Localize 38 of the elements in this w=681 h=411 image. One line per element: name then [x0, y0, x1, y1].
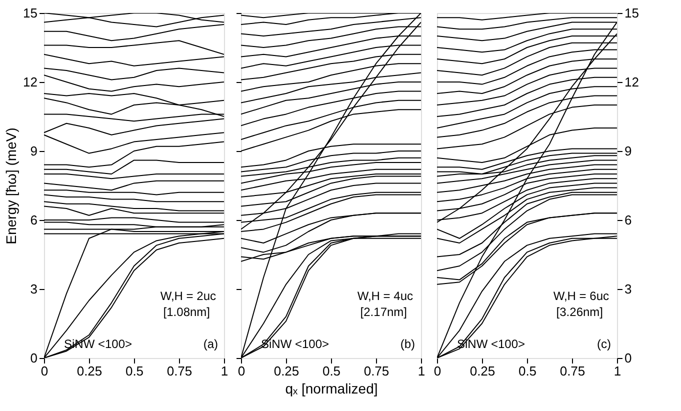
x-tick-label: 1 [614, 364, 622, 378]
x-tick-label: 0.25 [274, 364, 300, 378]
y2-tick-label: 6 [624, 212, 632, 228]
annotation: [2.17nm] [360, 305, 407, 319]
x-tick-label: 0 [434, 364, 442, 378]
x-tick-label: 0.5 [518, 364, 537, 378]
x-tick-label: 0.75 [560, 364, 586, 378]
annotation: W,H = 2uc [160, 289, 216, 303]
annotation: W,H = 6uc [553, 289, 609, 303]
y-tick-label: 3 [30, 282, 38, 296]
annotation: [3.26nm] [556, 305, 603, 319]
x-tick-label: 0.5 [322, 364, 341, 378]
x-tick-label: 0.25 [76, 364, 102, 378]
annotation: [1.08nm] [163, 305, 210, 319]
y-tick-label: 6 [30, 212, 38, 228]
annotation: (b) [400, 337, 415, 351]
y2-tick-label: 15 [624, 6, 639, 20]
x-tick-label: 0 [238, 364, 246, 378]
annotation: W,H = 4uc [357, 289, 413, 303]
y2-tick-label: 12 [624, 74, 639, 90]
x-tick-label: 0.75 [166, 364, 192, 378]
y-tick-label: 15 [23, 6, 38, 20]
x-tick-label: 0.5 [125, 364, 144, 378]
x-tick-label: 1 [220, 364, 228, 378]
annotation: (c) [597, 337, 611, 351]
x-tick-label: 0.25 [470, 364, 496, 378]
y-tick-label: 12 [23, 74, 38, 90]
x-tick-label: 1 [418, 364, 426, 378]
y2-tick-label: 9 [624, 144, 632, 158]
x-tick-label: 0 [40, 364, 48, 378]
x-axis-title: qₓ [normalized] [285, 380, 378, 396]
y-tick-label: 0 [30, 350, 38, 366]
annotation: (a) [203, 337, 218, 351]
y2-tick-label: 0 [624, 350, 632, 366]
y-axis-title: Energy [ħω] (meV) [3, 128, 20, 244]
x-tick-label: 0.75 [364, 364, 390, 378]
y2-tick-label: 3 [624, 282, 632, 296]
y-tick-label: 9 [30, 144, 38, 158]
